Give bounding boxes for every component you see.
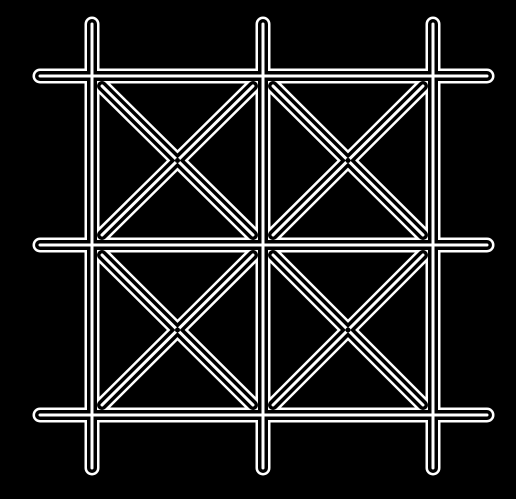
cell-2-2-center-dot <box>345 327 351 333</box>
cell-1-2-center-dot <box>345 158 351 163</box>
cell-1-1-center-dot <box>175 158 180 163</box>
core-line-layer <box>38 22 489 470</box>
cell-2-1-center-dot <box>175 327 180 333</box>
